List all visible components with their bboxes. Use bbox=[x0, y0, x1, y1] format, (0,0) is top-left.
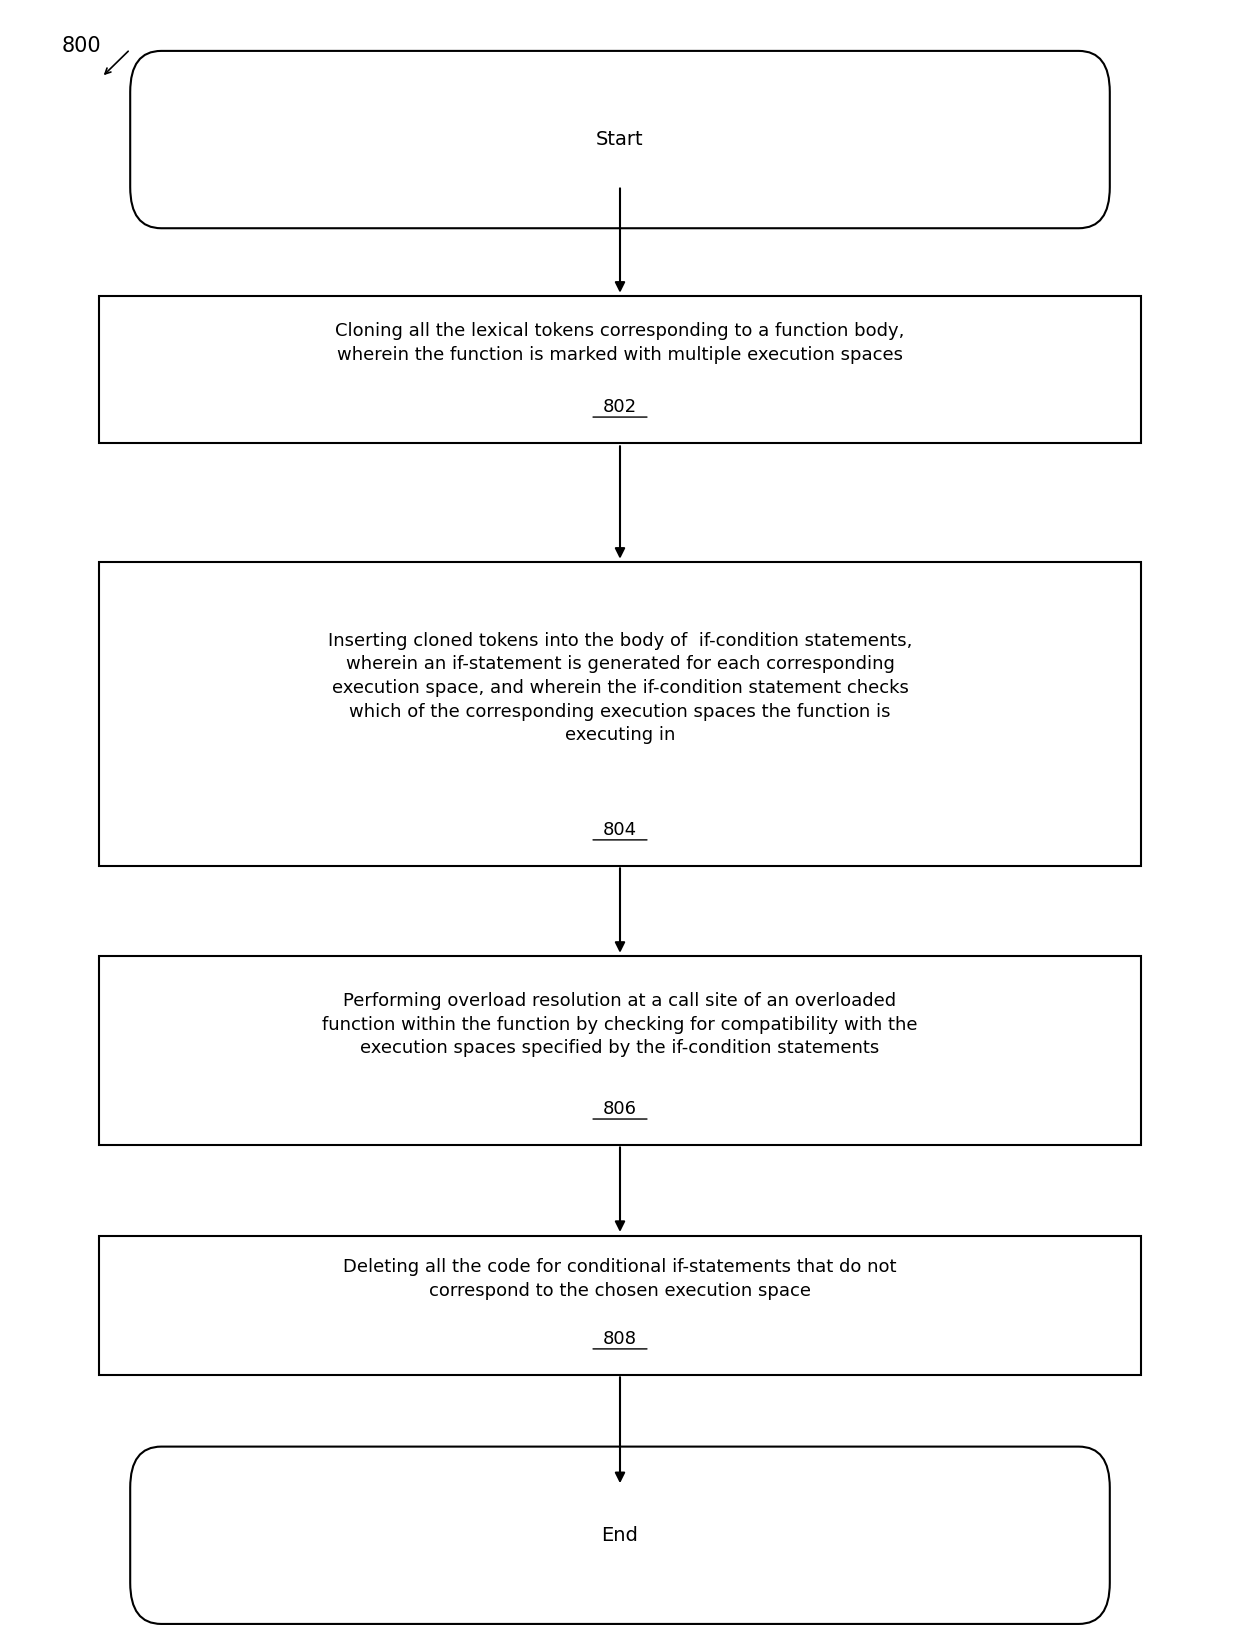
Text: 804: 804 bbox=[603, 821, 637, 839]
Text: 802: 802 bbox=[603, 399, 637, 415]
Text: 806: 806 bbox=[603, 1100, 637, 1118]
FancyBboxPatch shape bbox=[130, 51, 1110, 228]
Text: Performing overload resolution at a call site of an overloaded
function within t: Performing overload resolution at a call… bbox=[322, 992, 918, 1057]
Bar bbox=[99, 1236, 1141, 1376]
Text: Inserting cloned tokens into the body of  if-condition statements,
wherein an if: Inserting cloned tokens into the body of… bbox=[327, 632, 913, 744]
Text: 800: 800 bbox=[62, 36, 102, 56]
Text: Cloning all the lexical tokens corresponding to a function body,
wherein the fun: Cloning all the lexical tokens correspon… bbox=[335, 322, 905, 365]
FancyBboxPatch shape bbox=[130, 1447, 1110, 1624]
Text: End: End bbox=[601, 1525, 639, 1545]
Bar bbox=[99, 562, 1141, 867]
Text: Deleting all the code for conditional if-statements that do not
correspond to th: Deleting all the code for conditional if… bbox=[343, 1258, 897, 1300]
Bar bbox=[99, 296, 1141, 443]
Text: Start: Start bbox=[596, 130, 644, 149]
Bar bbox=[99, 956, 1141, 1146]
Text: 808: 808 bbox=[603, 1330, 637, 1348]
